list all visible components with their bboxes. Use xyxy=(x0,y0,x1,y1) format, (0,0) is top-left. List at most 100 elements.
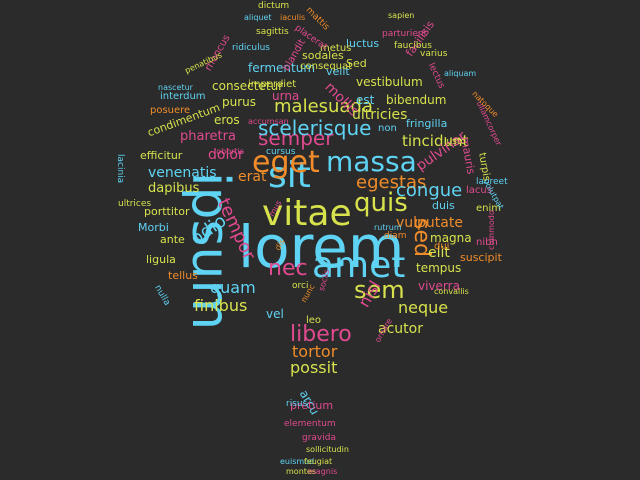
cloud-word: leo xyxy=(306,315,322,326)
cloud-word: aliquet xyxy=(244,13,272,22)
cloud-word: consequat xyxy=(300,61,353,72)
cloud-word: nascetur xyxy=(158,83,193,92)
cloud-word: sagittis xyxy=(256,27,289,37)
cloud-word: elementum xyxy=(284,419,336,429)
cloud-word: commodo xyxy=(487,210,496,250)
cloud-word: nec xyxy=(268,256,308,281)
cloud-word: sollicitudin xyxy=(306,445,349,454)
cloud-word: finibus xyxy=(194,296,248,315)
cloud-word: lorem xyxy=(238,213,405,281)
cloud-word: ridiculus xyxy=(232,43,270,53)
cloud-word: posuere xyxy=(150,105,191,116)
cloud-word: Morbi xyxy=(138,221,169,234)
cloud-word: laoreet xyxy=(476,177,508,187)
cloud-word: justo xyxy=(444,137,466,147)
cloud-word: magnis xyxy=(308,467,338,476)
cloud-word: orci xyxy=(292,281,309,291)
cloud-word: eros xyxy=(214,113,240,127)
cloud-word: ligula xyxy=(146,253,176,266)
cloud-word: neque xyxy=(398,298,449,317)
cloud-word: tempus xyxy=(416,261,462,275)
cloud-word: imperdiet xyxy=(248,79,297,90)
cloud-word: metus xyxy=(320,43,352,54)
cloud-word: vel xyxy=(266,307,284,321)
cloud-word: vulputate xyxy=(396,215,463,231)
cloud-word: fermentum xyxy=(248,61,316,75)
cloud-word: dui xyxy=(434,241,450,252)
cloud-word: lobortis xyxy=(214,147,244,156)
cloud-word: ultrices xyxy=(118,199,152,209)
cloud-word: est xyxy=(356,93,375,107)
cloud-word: quam xyxy=(210,278,256,297)
cloud-word: lacinia xyxy=(115,154,125,184)
cloud-word: varius xyxy=(420,49,448,59)
cloud-word: interdum xyxy=(160,91,206,102)
cloud-word: dolor xyxy=(208,147,244,163)
cloud-word: velit xyxy=(326,65,350,78)
cloud-word: acutor xyxy=(378,321,423,337)
cloud-word: montes xyxy=(286,467,316,476)
cloud-word: pretium xyxy=(290,399,334,412)
cloud-word: erat xyxy=(238,169,267,185)
cloud-word: nulla xyxy=(152,283,172,308)
cloud-word: egestas xyxy=(356,172,427,193)
cloud-word: sem xyxy=(354,276,405,304)
cloud-word: lectus xyxy=(425,61,447,91)
cloud-word: dictum xyxy=(258,1,290,11)
cloud-word: libero xyxy=(290,322,352,347)
cloud-word: aliquam xyxy=(444,69,477,78)
cloud-word: vitae xyxy=(262,193,352,234)
cloud-word: accumsan xyxy=(248,117,289,126)
cloud-word: ultricies xyxy=(352,107,408,123)
cloud-word: consectetur xyxy=(212,79,284,93)
cloud-word: sit xyxy=(268,155,311,196)
cloud-word: cursus xyxy=(266,147,296,157)
cloud-word: euismod xyxy=(280,457,315,466)
cloud-word: diam xyxy=(384,231,407,241)
cloud-word: sodales xyxy=(302,49,344,62)
cloud-word: efficitur xyxy=(140,149,183,162)
cloud-word: luctus xyxy=(346,37,380,50)
cloud-word: parturient xyxy=(382,29,428,39)
cloud-word: urna xyxy=(272,89,300,103)
cloud-word: Sed xyxy=(346,57,367,70)
cloud-word: tincidunt xyxy=(402,132,469,150)
cloud-word: venenatis xyxy=(148,165,217,181)
cloud-word: sapien xyxy=(388,11,415,20)
cloud-word: non xyxy=(378,123,397,134)
cloud-word: elit xyxy=(428,245,450,261)
cloud-word: gravida xyxy=(302,433,336,443)
cloud-word: nibh xyxy=(476,237,498,248)
cloud-word: risus xyxy=(286,399,308,409)
cloud-word: purus xyxy=(222,95,257,109)
cloud-word: tortor xyxy=(292,342,338,361)
cloud-word: eget xyxy=(252,145,320,180)
cloud-word: rutrum xyxy=(374,223,402,232)
cloud-word: convallis xyxy=(434,287,469,296)
cloud-word: dapibus xyxy=(148,181,200,196)
cloud-word: fringilla xyxy=(406,117,448,130)
cloud-word: porttitor xyxy=(144,205,190,218)
cloud-word: suscipit xyxy=(460,251,502,264)
cloud-word: vestibulum xyxy=(356,75,423,89)
cloud-word: viverra xyxy=(418,279,460,293)
cloud-word: congue xyxy=(396,180,463,201)
cloud-word: quis xyxy=(354,188,408,218)
cloud-word: magna xyxy=(430,231,472,245)
cloud-word: faucibus xyxy=(394,41,432,51)
cloud-word: tellus xyxy=(168,269,198,282)
cloud-word: massa xyxy=(326,145,417,178)
cloud-word: duis xyxy=(432,199,455,212)
cloud-word: ante xyxy=(160,233,185,246)
cloud-word: amet xyxy=(312,245,406,286)
cloud-word: malesuada xyxy=(274,96,373,117)
cloud-word: pharetra xyxy=(180,129,236,144)
cloud-word: scelerisque xyxy=(258,116,372,140)
cloud-word: possit xyxy=(290,358,338,377)
cloud-word: iaculis xyxy=(280,13,306,22)
cloud-word: lacus xyxy=(466,185,492,196)
cloud-word: enim xyxy=(476,203,502,214)
cloud-word: bibendum xyxy=(386,93,447,107)
cloud-word: feugiat xyxy=(304,457,333,466)
